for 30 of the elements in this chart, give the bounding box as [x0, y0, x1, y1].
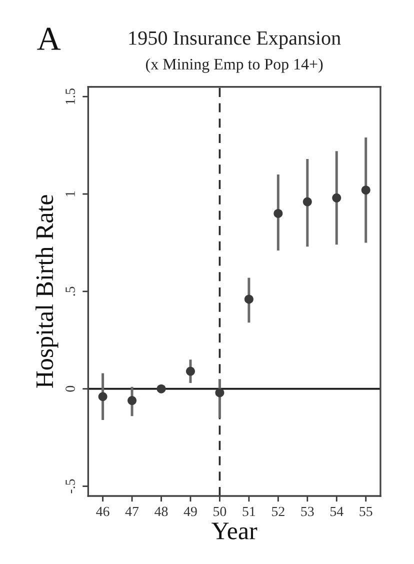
chart-subtitle: (x Mining Emp to Pop 14+) [146, 58, 323, 73]
x-tick-label: 51 [242, 506, 256, 516]
point [128, 396, 137, 406]
y-axis-title: Hospital Birth Rate [36, 195, 58, 388]
point [361, 186, 370, 195]
chart-title: 1950 Insurance Expansion [129, 31, 341, 49]
point [215, 388, 224, 398]
x-tick-label: 53 [301, 506, 314, 516]
x-tick-label: 49 [184, 506, 197, 516]
x-tick-label: 55 [360, 506, 372, 516]
point [302, 197, 312, 206]
point [98, 392, 108, 402]
x-tick-label: 52 [272, 506, 284, 516]
point [186, 366, 195, 376]
x-tick-label: 54 [330, 506, 344, 516]
point [156, 384, 166, 394]
y-tick-label: .5 [66, 286, 76, 296]
y-tick-label: 1.5 [66, 88, 76, 104]
point [244, 294, 254, 304]
y-tick-label: 0 [66, 386, 75, 392]
point [332, 193, 342, 202]
x-tick-label: 48 [154, 506, 168, 516]
x-tick-label: 50 [214, 506, 226, 516]
x-axis-title: Year [212, 522, 258, 540]
y-tick-label: -.5 [66, 479, 76, 494]
point [274, 208, 283, 218]
x-tick-label: 46 [96, 506, 110, 516]
y-tick-label: 1 [66, 191, 75, 196]
x-tick-label: 47 [125, 506, 139, 516]
text: A [37, 28, 61, 50]
